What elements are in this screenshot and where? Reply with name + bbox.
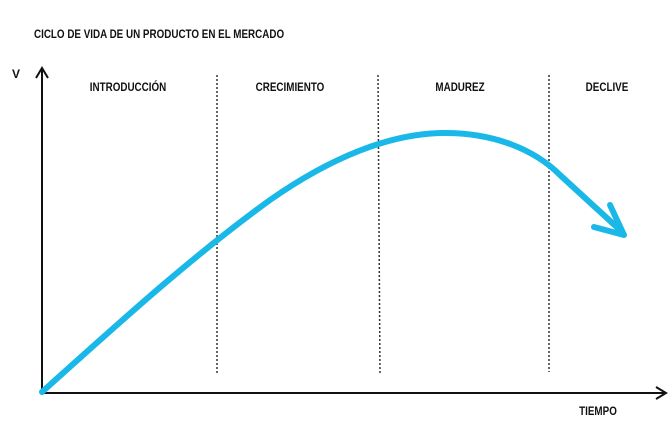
y-axis-arrow: [35, 66, 49, 79]
stage-label: INTRODUCCIÓN: [90, 80, 167, 94]
stage-labels: INTRODUCCIÓN CRECIMIENTO MADUREZ DECLIVE: [90, 80, 629, 94]
x-axis-label: TIEMPO: [579, 405, 617, 418]
y-axis-label: V: [12, 67, 20, 81]
divider: [377, 74, 381, 376]
axes: [35, 66, 668, 400]
title: CICLO DE VIDA DE UN PRODUCTO EN EL MERCA…: [34, 28, 285, 41]
stage-dividers: [216, 74, 550, 376]
stage-label: MADUREZ: [435, 81, 484, 94]
stage-label: DECLIVE: [586, 81, 629, 94]
x-axis-arrow: [655, 386, 668, 400]
life-cycle-curve: [39, 130, 627, 395]
curve-arrowhead: [591, 202, 627, 238]
stage-label: CRECIMIENTO: [256, 81, 325, 94]
curve: [39, 130, 623, 395]
